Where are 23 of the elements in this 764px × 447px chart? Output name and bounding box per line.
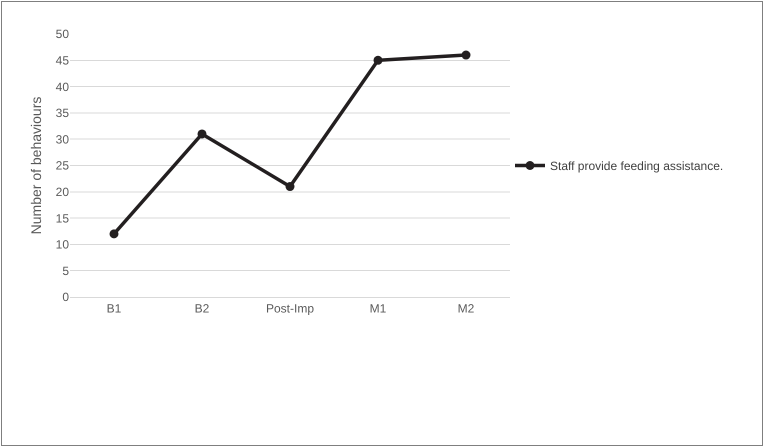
- legend-label: Staff provide feeding assistance.: [550, 159, 724, 174]
- y-tick-label: 20: [56, 185, 70, 199]
- y-tick-label: 15: [56, 211, 70, 226]
- y-tick-label: 0: [62, 290, 70, 304]
- y-tick-label: 5: [62, 264, 70, 278]
- point: [286, 182, 294, 192]
- x-tick-label: M2: [458, 301, 475, 316]
- point: [462, 50, 470, 60]
- y-axis-title: Number of behaviours: [28, 96, 44, 234]
- y-tick-label: 40: [56, 80, 70, 94]
- y-tick-label: 45: [56, 54, 70, 68]
- y-tick-label: 35: [56, 106, 70, 120]
- x-tick-label: M1: [370, 301, 387, 316]
- point: [110, 229, 118, 238]
- y-tick-label: 50: [56, 27, 70, 42]
- y-tick-label: 25: [56, 158, 70, 173]
- y-tick-label: 30: [56, 132, 70, 146]
- x-tick-label: Post-Imp: [266, 301, 314, 316]
- x-tick-label: B1: [106, 301, 122, 316]
- y-tick-label: 10: [56, 238, 70, 252]
- point: [374, 56, 382, 65]
- point: [198, 129, 206, 138]
- x-tick-label: B2: [194, 301, 210, 316]
